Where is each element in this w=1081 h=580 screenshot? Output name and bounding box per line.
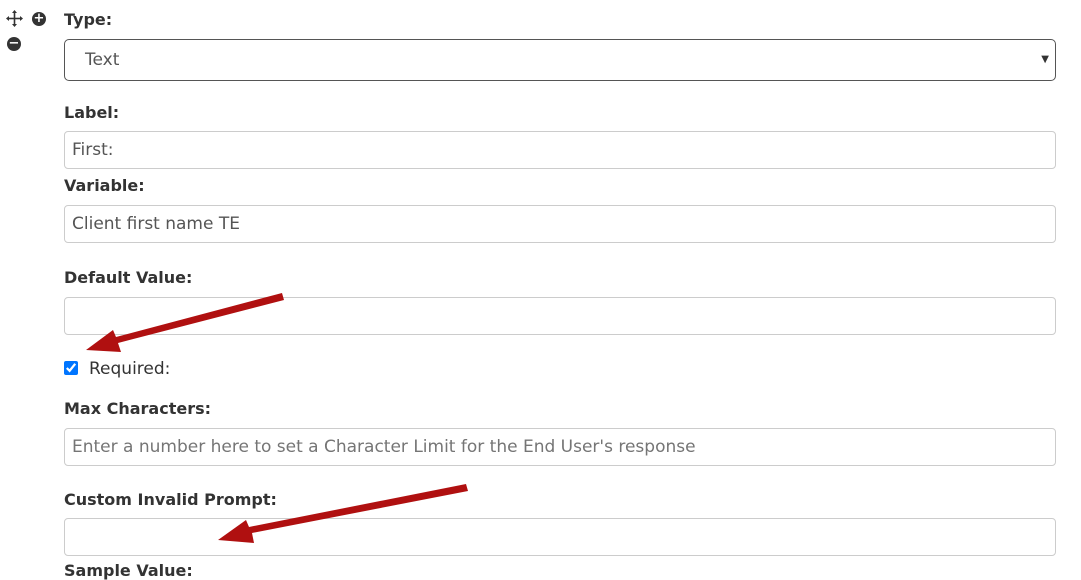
required-label: Required:	[89, 359, 171, 379]
default-value-input[interactable]	[64, 297, 1056, 335]
max-characters-label: Max Characters:	[64, 399, 212, 418]
max-characters-input[interactable]	[64, 428, 1056, 466]
minus-circle-icon[interactable]: −	[7, 36, 21, 51]
caret-down-icon: ▼	[1041, 54, 1049, 65]
variable-label: Variable:	[64, 176, 145, 195]
custom-invalid-prompt-input[interactable]	[64, 518, 1056, 556]
type-select[interactable]: Text ▼	[64, 39, 1056, 81]
label-label: Label:	[64, 103, 120, 122]
move-arrows-icon[interactable]	[6, 10, 23, 31]
default-value-label: Default Value:	[64, 268, 193, 287]
label-input[interactable]	[64, 131, 1056, 169]
required-checkbox[interactable]	[64, 361, 78, 375]
type-label: Type:	[64, 10, 113, 29]
custom-invalid-prompt-label: Custom Invalid Prompt:	[64, 490, 277, 509]
type-select-value: Text	[85, 50, 120, 70]
plus-circle-icon[interactable]: +	[32, 11, 46, 26]
variable-input[interactable]	[64, 205, 1056, 243]
sample-value-label: Sample Value:	[64, 561, 193, 580]
